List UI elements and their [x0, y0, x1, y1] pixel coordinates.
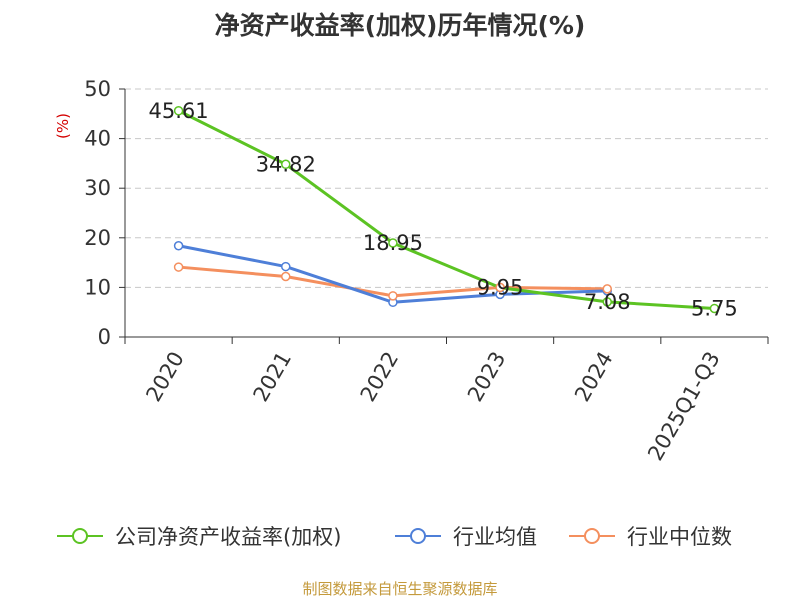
y-tick-label: 0	[98, 325, 111, 349]
data-point-0	[709, 303, 720, 314]
data-point-0	[602, 297, 612, 307]
x-tick-label: 2023	[463, 348, 511, 406]
x-tick-label: 2024	[570, 348, 618, 406]
data-point-1	[281, 261, 291, 272]
y-tick-label: 30	[84, 176, 111, 200]
legend-item-industry-mean[interactable]: 行业均值	[393, 522, 537, 550]
data-point-2	[388, 291, 398, 301]
legend-marker-company-roe	[57, 528, 103, 544]
data-point-1	[173, 240, 184, 251]
data-point-0	[388, 238, 398, 248]
series-line-0	[177, 109, 715, 310]
data-label: 7.08	[584, 290, 631, 314]
data-point-2	[281, 271, 291, 282]
data-label: 18.95	[363, 231, 423, 255]
x-tick-label: 2021	[249, 348, 297, 406]
y-tick-label: 10	[84, 275, 111, 299]
y-tick-label: 40	[84, 127, 111, 151]
legend-item-industry-median[interactable]: 行业中位数	[567, 522, 732, 550]
y-tick-label: 50	[84, 77, 111, 101]
data-point-2	[602, 284, 612, 294]
legend-label-company-roe: 公司净资产收益率(加权)	[115, 525, 342, 549]
data-label: 34.82	[256, 152, 316, 176]
x-tick-label: 2020	[141, 348, 189, 406]
x-tick-label: 2025Q1-Q3	[643, 348, 725, 465]
legend-marker-industry-median	[569, 528, 615, 544]
source-footer: 制图数据来自恒生聚源数据库	[302, 580, 498, 598]
data-label: 9.95	[477, 276, 524, 300]
data-point-2	[173, 262, 184, 272]
legend-label-industry-median: 行业中位数	[627, 525, 732, 549]
data-point-2	[495, 282, 505, 293]
chart-title: 净资产收益率(加权)历年情况(%)	[214, 11, 586, 40]
y-axis-label: (%)	[54, 113, 72, 139]
data-label: 45.61	[149, 99, 209, 123]
y-tick-label: 20	[84, 226, 111, 250]
x-tick-label: 2022	[356, 348, 404, 406]
legend-label-industry-mean: 行业均值	[453, 525, 537, 549]
data-point-0	[281, 159, 291, 170]
data-point-0	[173, 106, 184, 116]
legend-item-company-roe[interactable]: 公司净资产收益率(加权)	[55, 522, 341, 550]
legend-marker-industry-mean	[395, 528, 441, 544]
data-label: 5.75	[691, 296, 738, 320]
